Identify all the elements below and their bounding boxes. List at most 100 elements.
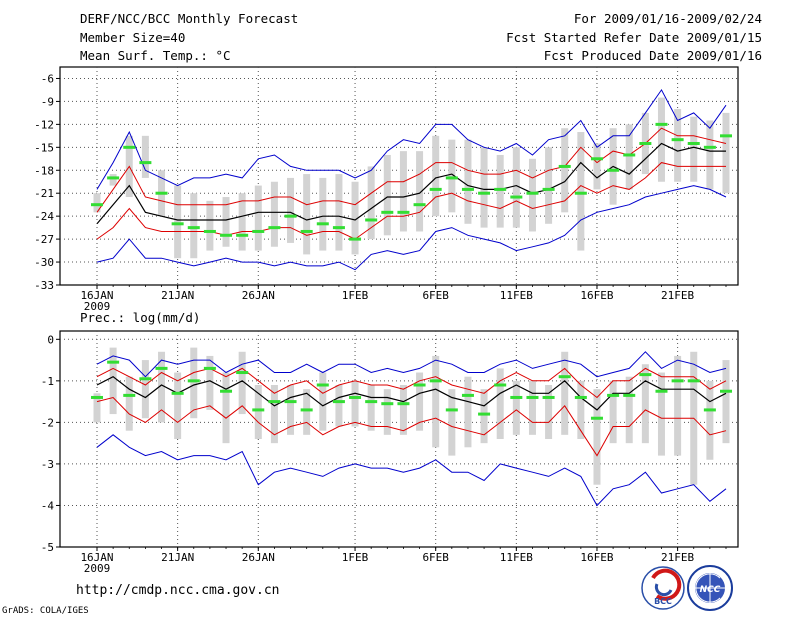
prec-xtick-label: 11FEB (500, 551, 533, 564)
temp-xtick-label: 11FEB (500, 289, 533, 302)
prec-spread-bar (480, 389, 488, 444)
prec-spread-bar (238, 351, 246, 415)
temp-spread-bar (399, 151, 407, 232)
prec-median-marker (413, 383, 426, 387)
header-forecast-period: For 2009/01/16-2009/02/24 (573, 11, 762, 26)
temp-median-marker (220, 233, 233, 237)
prec-spread-bar (303, 389, 311, 435)
temp-median-marker (381, 210, 394, 214)
prec-median-marker (365, 400, 378, 404)
temp-median-marker (155, 191, 168, 195)
prec-spread-bar (512, 380, 520, 435)
temp-median-marker (107, 176, 120, 180)
temp-median-marker (671, 138, 684, 142)
temp-median-marker (687, 141, 700, 145)
temp-median-marker (397, 210, 410, 214)
prec-spread-bar (190, 347, 198, 419)
prec-median-marker (687, 379, 700, 383)
prec-ytick-label: -3 (41, 458, 54, 471)
temp-ytick-label: -9 (41, 95, 54, 108)
prec-std-lower-line (96, 396, 727, 457)
prec-spread-bar (464, 376, 472, 448)
temp-median-marker (300, 229, 313, 233)
temp-spread-bar (722, 112, 730, 194)
temp-spread-bar (174, 185, 182, 259)
prec-median-marker (123, 393, 136, 397)
temp-ytick-label: -27 (34, 233, 54, 246)
temp-std-lower-line (96, 162, 726, 240)
prec-median-marker (107, 360, 120, 364)
temp-mean-line (96, 142, 726, 225)
temp-spread-bar (674, 109, 682, 182)
temp-xtick-label: 26JAN (242, 289, 275, 302)
temp-median-marker (445, 176, 458, 180)
temp-ytick-label: -30 (34, 256, 54, 269)
temp-spread-bar (270, 181, 278, 247)
temp-median-marker (187, 226, 200, 230)
temp-spread-bar (528, 158, 536, 232)
temp-spread-bar (625, 124, 633, 190)
temp-median-marker (236, 233, 249, 237)
ncc-logo: NCC (687, 565, 733, 611)
prec-spread-bar (593, 389, 601, 485)
prec-spread-bar (657, 372, 665, 456)
temp-median-marker (655, 122, 668, 126)
prec-spread-bar (399, 385, 407, 435)
temp-ytick-label: -21 (34, 187, 54, 200)
prec-median-marker (607, 393, 620, 397)
prec-ytick-label: -2 (41, 416, 54, 429)
temp-ytick-label: -12 (34, 118, 54, 131)
prec-median-marker (332, 400, 345, 404)
temp-median-marker (349, 237, 362, 241)
temp-median-marker (542, 187, 555, 191)
source-url[interactable]: http://cmdp.ncc.cma.gov.cn (76, 583, 280, 598)
temp-spread-bar (222, 197, 230, 247)
prec-spread-bar (254, 385, 262, 439)
temp-ytick-label: -6 (41, 72, 54, 85)
prec-median-marker (187, 379, 200, 383)
prec-spread-bar (496, 368, 504, 439)
temp-spread-bar (303, 174, 311, 255)
temp-xtick-label: 16JAN (80, 289, 113, 302)
prec-xtick-label: 26JAN (242, 551, 275, 564)
temp-median-marker (720, 134, 732, 138)
temp-median-marker (478, 191, 491, 195)
header-variable: Mean Surf. Temp.: °C (80, 48, 231, 63)
temp-median-marker (461, 187, 474, 191)
prec-min-line (96, 434, 727, 507)
prec-median-marker (397, 402, 410, 406)
prec-spread-bar (416, 372, 424, 431)
temp-median-marker (574, 191, 587, 195)
prec-spread-bar (158, 351, 166, 423)
temp-spread-bar (367, 166, 375, 240)
prec-median-marker (478, 412, 491, 416)
prec-median-marker (316, 383, 329, 387)
temp-spread-bar (109, 174, 117, 186)
prec-spread-bar (706, 380, 714, 460)
temp-median-marker (252, 229, 265, 233)
temp-max-line (96, 88, 727, 190)
prec-spread-bar (319, 372, 327, 431)
temp-xtick-label: 1FEB (342, 289, 369, 302)
prec-spread-bar (383, 389, 391, 435)
prec-median-marker (461, 393, 474, 397)
temp-median-marker (623, 153, 636, 157)
prec-xtick-label: 16JAN (80, 551, 113, 564)
prec-xtick-label: 6FEB (422, 551, 449, 564)
precip-title: Prec.: log(mm/d) (80, 310, 200, 325)
temp-spread-bar (93, 193, 101, 213)
temp-median-marker (203, 229, 216, 233)
prec-spread-bar (141, 360, 149, 419)
prec-spread-bar (577, 380, 585, 439)
prec-std-upper-line (96, 367, 727, 399)
prec-spread-bar (432, 355, 440, 448)
prec-median-marker (542, 395, 555, 399)
temp-median-marker (284, 214, 297, 218)
temp-xtick-label: 21FEB (661, 289, 694, 302)
temp-median-marker (703, 145, 716, 149)
ncc-logo-text: NCC (700, 585, 721, 595)
temp-spread-bar (383, 154, 391, 236)
prec-mean-line (96, 375, 727, 411)
